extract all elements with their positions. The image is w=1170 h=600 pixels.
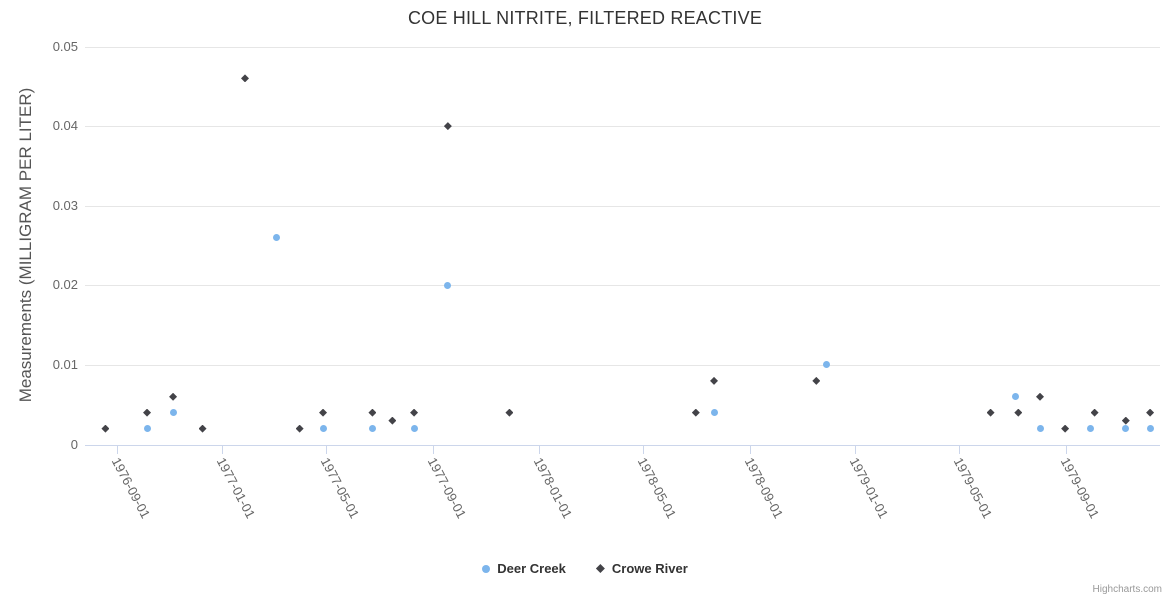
data-point-crowe-river[interactable] xyxy=(319,408,328,417)
data-point-crowe-river[interactable] xyxy=(295,424,304,433)
x-tick-label: 1979-09-01 xyxy=(1057,454,1103,521)
x-axis-line xyxy=(85,444,1160,446)
x-axis-tick xyxy=(326,445,328,454)
y-gridline xyxy=(85,285,1160,287)
x-axis-tick xyxy=(222,445,224,454)
data-point-deer-creek[interactable] xyxy=(710,409,718,417)
data-point-crowe-river[interactable] xyxy=(198,424,207,433)
x-tick-label: 1976-09-01 xyxy=(108,454,153,521)
data-point-deer-creek[interactable] xyxy=(823,361,831,369)
data-point-deer-creek[interactable] xyxy=(1012,393,1020,401)
legend: Deer Creek Crowe River xyxy=(0,561,1170,576)
x-tick-label: 1978-01-01 xyxy=(530,454,576,521)
data-point-crowe-river[interactable] xyxy=(143,408,152,417)
x-axis-tick xyxy=(1066,445,1067,454)
data-point-crowe-river[interactable] xyxy=(241,74,249,83)
x-tick-label: 1977-05-01 xyxy=(318,454,363,521)
data-point-crowe-river[interactable] xyxy=(410,408,419,417)
y-axis-title: Measurements (MILLIGRAM PER LITER) xyxy=(16,87,35,403)
y-gridline xyxy=(85,205,1160,207)
data-point-crowe-river[interactable] xyxy=(388,416,397,425)
data-point-deer-creek[interactable] xyxy=(1037,425,1045,433)
data-point-deer-creek[interactable] xyxy=(169,409,177,417)
data-point-deer-creek[interactable] xyxy=(1122,425,1130,433)
highcharts-credit-link[interactable]: Highcharts.com xyxy=(1092,584,1162,595)
x-axis-tick xyxy=(433,445,435,454)
x-tick-label: 1978-05-01 xyxy=(634,454,680,521)
y-gridline xyxy=(85,46,1160,48)
data-point-crowe-river[interactable] xyxy=(1061,424,1070,433)
deer-creek-marker-icon xyxy=(482,564,491,573)
data-point-crowe-river[interactable] xyxy=(169,392,178,401)
data-point-crowe-river[interactable] xyxy=(812,376,821,385)
y-tick-label: 0.02 xyxy=(52,277,78,293)
x-axis-tick xyxy=(538,445,540,454)
x-tick-label: 1979-05-01 xyxy=(951,454,996,521)
x-axis-tick xyxy=(749,445,751,454)
data-point-crowe-river[interactable] xyxy=(1121,416,1130,425)
y-gridline xyxy=(85,126,1160,128)
x-tick-label: 1977-09-01 xyxy=(424,454,470,521)
legend-label: Deer Creek xyxy=(497,561,566,576)
y-tick-label: 0.03 xyxy=(52,197,78,213)
x-tick-label: 1977-01-01 xyxy=(214,454,259,521)
data-point-crowe-river[interactable] xyxy=(710,376,719,385)
x-axis-tick xyxy=(642,445,644,454)
x-tick-label: 1979-01-01 xyxy=(847,454,892,521)
x-axis-tick xyxy=(116,445,118,454)
x-axis-tick xyxy=(959,445,961,454)
data-point-crowe-river[interactable] xyxy=(986,408,995,417)
data-point-deer-creek[interactable] xyxy=(368,425,376,433)
y-tick-label: 0.04 xyxy=(52,118,78,134)
data-point-deer-creek[interactable] xyxy=(411,425,419,433)
data-point-crowe-river[interactable] xyxy=(505,408,514,417)
data-point-crowe-river[interactable] xyxy=(101,424,110,433)
data-point-crowe-river[interactable] xyxy=(691,408,700,417)
y-tick-label: 0.05 xyxy=(52,38,78,54)
y-tick-label: 0 xyxy=(70,436,78,452)
x-tick-label: 1978-09-01 xyxy=(741,454,786,521)
legend-item-crowe-river[interactable]: Crowe River xyxy=(595,561,688,576)
data-point-deer-creek[interactable] xyxy=(443,281,451,289)
data-point-deer-creek[interactable] xyxy=(1086,425,1094,433)
y-gridline xyxy=(85,364,1160,366)
legend-label: Crowe River xyxy=(611,561,688,576)
x-axis-tick xyxy=(855,445,857,454)
data-point-crowe-river[interactable] xyxy=(1146,408,1155,417)
data-point-deer-creek[interactable] xyxy=(320,425,328,433)
legend-item-deer-creek[interactable]: Deer Creek xyxy=(482,561,566,576)
data-point-deer-creek[interactable] xyxy=(272,234,280,242)
data-point-deer-creek[interactable] xyxy=(143,425,151,433)
data-point-crowe-river[interactable] xyxy=(1090,408,1099,417)
y-tick-label: 0.01 xyxy=(52,356,78,372)
data-point-deer-creek[interactable] xyxy=(1146,425,1154,433)
data-point-crowe-river[interactable] xyxy=(368,408,377,417)
chart-title: COE HILL NITRITE, FILTERED REACTIVE xyxy=(407,8,763,28)
data-point-crowe-river[interactable] xyxy=(443,122,452,131)
crowe-river-marker-icon xyxy=(595,564,605,573)
data-point-crowe-river[interactable] xyxy=(1014,408,1023,417)
data-point-crowe-river[interactable] xyxy=(1035,392,1044,401)
